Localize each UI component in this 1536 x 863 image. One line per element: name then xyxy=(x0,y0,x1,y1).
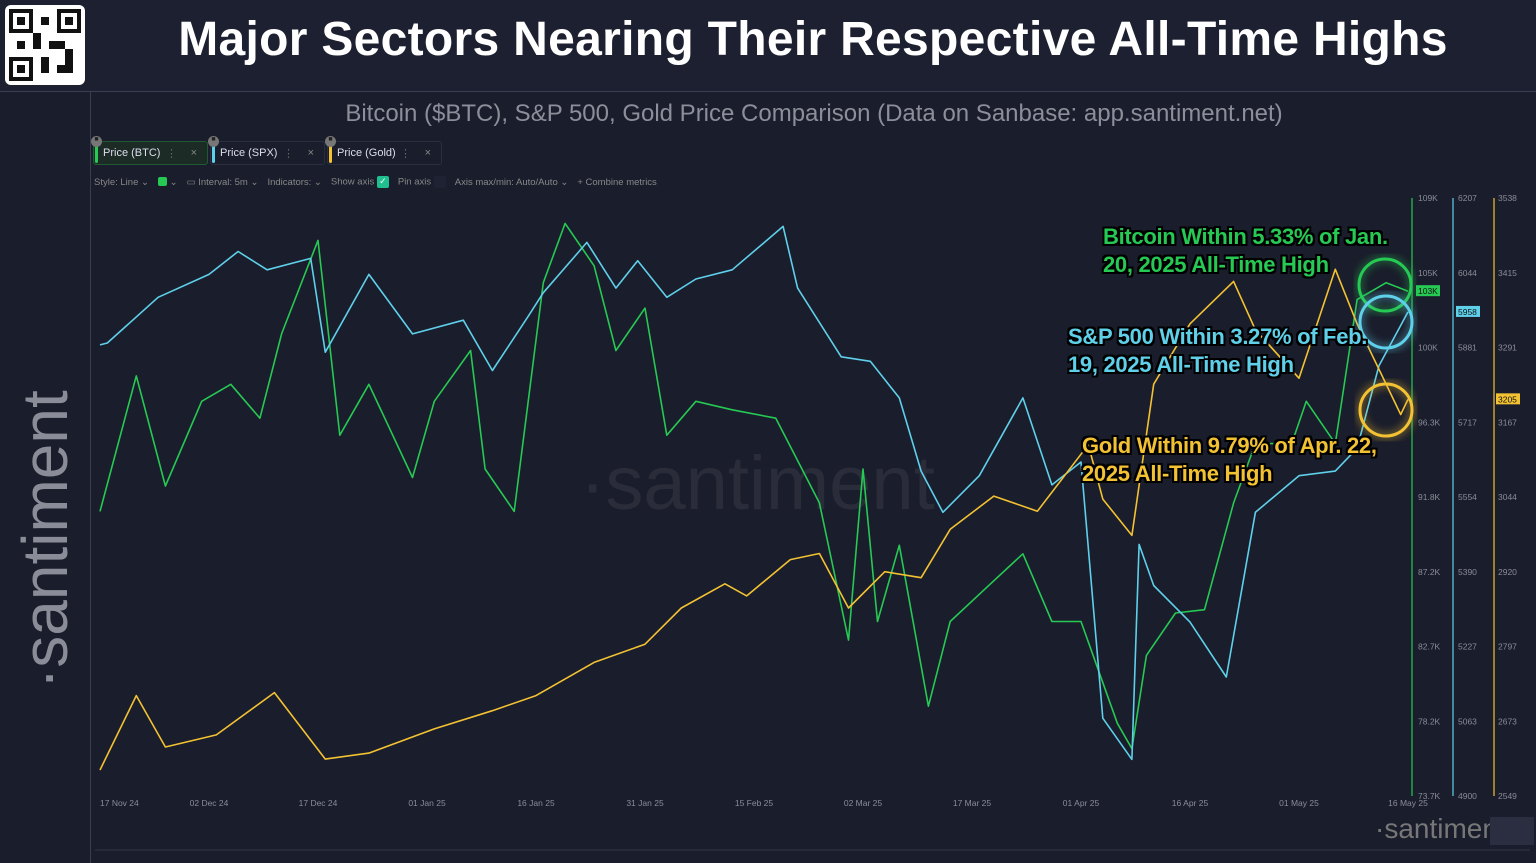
y-tick-label: 78.2K xyxy=(1418,716,1441,726)
x-tick-label: 31 Jan 25 xyxy=(626,798,664,808)
y-tick-label: 5390 xyxy=(1458,567,1477,577)
close-icon[interactable]: × xyxy=(307,147,314,159)
more-icon[interactable]: ⋮ xyxy=(166,147,177,160)
y-tick-label: 73.7K xyxy=(1418,791,1441,801)
santiment-corner-logo: ·santiment xyxy=(1375,813,1506,844)
tab-label: Price (BTC) xyxy=(103,147,161,159)
chart-subtitle: Bitcoin ($BTC), S&P 500, Gold Price Comp… xyxy=(345,100,1283,127)
x-tick-label: 17 Mar 25 xyxy=(953,798,992,808)
y-tick-label: 82.7K xyxy=(1418,642,1441,652)
tab-price-spx[interactable]: ■ Price (SPX) ⋮ × xyxy=(208,136,325,165)
y-tick-label: 4900 xyxy=(1458,791,1477,801)
lock-icon: ■ xyxy=(208,136,219,147)
qr-code xyxy=(5,5,85,85)
gold-ath-circle xyxy=(1358,382,1414,438)
more-icon[interactable]: ⋮ xyxy=(400,147,411,160)
tab-label: Price (Gold) xyxy=(337,147,396,159)
btc-ath-circle xyxy=(1357,257,1413,313)
color-picker[interactable]: ⌄ xyxy=(157,177,178,188)
style-dropdown[interactable]: Style: Line ⌄ xyxy=(94,176,149,188)
interval-dropdown[interactable]: ▭ Interval: 5m ⌄ xyxy=(186,176,259,188)
y-tick-label: 5554 xyxy=(1458,492,1477,502)
spx-annotation: S&P 500 Within 3.27% of Feb. 19, 2025 Al… xyxy=(1068,324,1368,377)
sidebar: ·santiment xyxy=(0,92,91,863)
close-icon[interactable]: × xyxy=(190,147,197,159)
last-value-label: 103K xyxy=(1418,286,1438,296)
y-tick-label: 3538 xyxy=(1498,193,1517,203)
y-tick-label: 3415 xyxy=(1498,268,1517,278)
pin-axis-toggle[interactable]: Pin axis xyxy=(398,176,446,188)
y-tick-label: 5227 xyxy=(1458,642,1477,652)
last-value-badge xyxy=(1416,285,1440,297)
y-tick-label: 5717 xyxy=(1458,417,1477,427)
y-tick-label: 2920 xyxy=(1498,567,1517,577)
gold-annotation: Gold Within 9.79% of Apr. 22, 2025 All-T… xyxy=(1082,433,1377,486)
tab-price-gold[interactable]: ■ Price (Gold) ⋮ × xyxy=(325,136,442,165)
x-tick-label: 16 May 25 xyxy=(1388,798,1428,808)
y-tick-label: 2797 xyxy=(1498,642,1517,652)
ath-circles xyxy=(1355,255,1416,440)
x-tick-label: 17 Nov 24 xyxy=(100,798,139,808)
series-line-spx xyxy=(99,225,1409,761)
btc-annotation: Bitcoin Within 5.33% of Jan. 20, 2025 Al… xyxy=(1103,224,1388,277)
x-tick-label: 17 Dec 24 xyxy=(299,798,338,808)
y-tick-label: 87.2K xyxy=(1418,567,1441,577)
axis-maxmin-dropdown[interactable]: Axis max/min: Auto/Auto ⌄ xyxy=(454,176,569,188)
y-tick-label: 109K xyxy=(1418,193,1438,203)
y-tick-label: 2549 xyxy=(1498,791,1517,801)
spx-ath-circle xyxy=(1358,294,1414,350)
santiment-watermark: ·santiment xyxy=(580,441,935,526)
metric-tabs: ■ Price (BTC) ⋮ × ■ Price (SPX) ⋮ × ■ Price (Go… xyxy=(91,136,442,165)
y-tick-label: 6207 xyxy=(1458,193,1477,203)
chart-toolbar: Style: Line ⌄ ⌄ ▭ Interval: 5m ⌄ Indicat… xyxy=(94,176,657,188)
calendar-icon: ▭ xyxy=(186,176,196,188)
more-icon[interactable]: ⋮ xyxy=(283,147,294,160)
page-title: Major Sectors Nearing Their Respective A… xyxy=(178,13,1448,66)
x-tick-label: 16 Jan 25 xyxy=(517,798,555,808)
x-tick-label: 01 Apr 25 xyxy=(1063,798,1100,808)
lock-icon: ■ xyxy=(91,136,102,147)
y-tick-label: 3044 xyxy=(1498,492,1517,502)
combine-metrics-button[interactable]: + Combine metrics xyxy=(577,176,657,188)
y-tick-label: 91.8K xyxy=(1418,492,1441,502)
y-tick-label: 96.3K xyxy=(1418,417,1441,427)
x-tick-label: 15 Feb 25 xyxy=(735,798,774,808)
navigator-window[interactable] xyxy=(1490,817,1534,845)
y-tick-label: 105K xyxy=(1418,268,1438,278)
last-value-badge xyxy=(1496,393,1520,405)
x-tick-label: 16 Apr 25 xyxy=(1172,798,1209,808)
x-tick-label: 02 Dec 24 xyxy=(190,798,229,808)
last-value-label: 5958 xyxy=(1458,307,1477,317)
show-axis-toggle[interactable]: Show axis ✓ xyxy=(331,176,389,188)
y-tick-label: 3167 xyxy=(1498,417,1517,427)
series-line-gold xyxy=(99,268,1409,771)
x-tick-label: 02 Mar 25 xyxy=(844,798,883,808)
x-tick-label: 01 May 25 xyxy=(1279,798,1319,808)
x-tick-label: 01 Jan 25 xyxy=(408,798,446,808)
last-value-badge xyxy=(1456,305,1480,317)
y-tick-label: 5063 xyxy=(1458,716,1477,726)
y-tick-label: 3291 xyxy=(1498,343,1517,353)
series-line-btc xyxy=(99,222,1409,750)
lock-icon: ■ xyxy=(325,136,336,147)
header: Major Sectors Nearing Their Respective A… xyxy=(0,0,1536,92)
y-tick-label: 5881 xyxy=(1458,343,1477,353)
last-value-label: 3205 xyxy=(1498,394,1517,404)
y-tick-label: 2673 xyxy=(1498,716,1517,726)
close-icon[interactable]: × xyxy=(424,147,431,159)
tab-price-btc[interactable]: ■ Price (BTC) ⋮ × xyxy=(91,136,208,165)
y-tick-label: 100K xyxy=(1418,343,1438,353)
tab-label: Price (SPX) xyxy=(220,147,278,159)
indicators-dropdown[interactable]: Indicators: ⌄ xyxy=(267,176,322,188)
y-tick-label: 6044 xyxy=(1458,268,1477,278)
